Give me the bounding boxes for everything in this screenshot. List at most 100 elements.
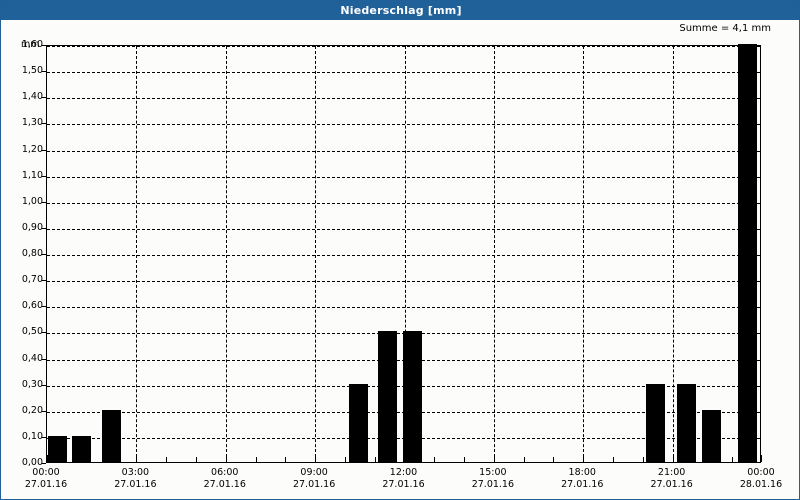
horizontal-gridline [47, 98, 760, 100]
y-axis-tick-label: 0,20 [21, 404, 43, 416]
x-axis-tick [374, 457, 376, 462]
y-axis-tick-label: 0,70 [21, 274, 43, 286]
x-axis-tick-time: 06:00 [211, 467, 239, 478]
x-axis-tick [47, 455, 48, 462]
x-axis-tick-date: 27.01.16 [24, 479, 68, 490]
y-axis-tick [42, 254, 46, 255]
y-axis-tick [42, 175, 46, 177]
y-axis-tick [42, 227, 46, 229]
x-axis-tick [464, 457, 466, 462]
x-axis-tick [285, 457, 287, 462]
y-axis-tick [42, 97, 46, 99]
vertical-gridline [672, 46, 674, 462]
vertical-gridline [583, 46, 585, 462]
y-axis-tick-label: 1,00 [21, 195, 43, 207]
y-axis-tick-label: 1,10 [21, 169, 43, 181]
y-axis-tick-label: 0,10 [21, 430, 43, 442]
y-axis-tick-label: 0,80 [21, 248, 43, 259]
plot-area [46, 44, 762, 463]
x-axis-tick-label: 00:00 28.01.16 [740, 467, 782, 491]
horizontal-gridline [47, 176, 760, 178]
x-axis-tick [553, 457, 555, 462]
x-axis-tick-time: 21:00 [657, 467, 686, 478]
y-axis-tick-label: 1,60 [21, 39, 43, 50]
x-axis-tick-time: 00:00 [747, 467, 775, 478]
horizontal-gridline [47, 255, 760, 256]
x-axis-tick-time: 09:00 [300, 467, 328, 478]
x-axis-tick [255, 457, 257, 462]
y-axis-tick [42, 71, 46, 73]
horizontal-gridline [47, 150, 760, 152]
horizontal-gridline [47, 228, 760, 230]
y-axis-tick [42, 358, 46, 360]
horizontal-gridline [47, 46, 760, 47]
x-axis-tick-label: 15:00 27.01.16 [472, 467, 514, 491]
bar [377, 331, 397, 462]
x-axis-tick [166, 457, 168, 462]
x-axis-tick [583, 455, 585, 462]
vertical-gridline [315, 46, 317, 462]
y-axis-tick-label: 0,30 [21, 378, 43, 390]
x-axis-tick-date: 27.01.16 [382, 479, 425, 490]
x-axis-tick-date: 27.01.16 [471, 479, 515, 490]
x-axis-tick [344, 457, 346, 462]
bar [738, 44, 758, 462]
horizontal-gridline [47, 202, 760, 204]
bar [403, 331, 422, 462]
y-axis-tick [42, 384, 46, 386]
y-axis-tick-label: 1,40 [21, 91, 43, 103]
x-axis-tick-label: 09:00 27.01.16 [293, 467, 335, 491]
x-axis-tick [315, 455, 317, 462]
x-axis-tick-time: 03:00 [121, 467, 150, 478]
x-axis-tick [613, 457, 615, 462]
x-axis-tick [523, 457, 525, 462]
y-axis-tick [42, 149, 46, 151]
x-axis-tick-time: 15:00 [479, 467, 507, 478]
y-axis-tick [42, 123, 46, 125]
vertical-gridline [404, 46, 406, 462]
x-axis-tick-time: 18:00 [568, 467, 596, 478]
y-axis-tick [42, 306, 46, 308]
x-axis-tick-date: 28.01.16 [739, 479, 783, 490]
y-axis-tick [42, 45, 46, 46]
x-axis-tick [493, 455, 495, 462]
y-axis-tick-label: 0,40 [21, 352, 43, 364]
y-axis-tick [42, 436, 46, 438]
horizontal-gridline [47, 307, 760, 309]
bar [48, 435, 68, 462]
bar [102, 409, 122, 462]
page-title: Niederschlag [mm] [340, 4, 462, 17]
x-axis-tick-label: 03:00 27.01.16 [114, 467, 156, 491]
bar [645, 383, 665, 462]
bar [702, 409, 722, 462]
x-axis-tick-date: 27.01.16 [292, 479, 336, 490]
x-axis-tick-label: 06:00 27.01.16 [204, 467, 246, 491]
x-axis-tick-label: 21:00 27.01.16 [650, 467, 692, 491]
x-axis-tick-date: 27.01.16 [114, 479, 157, 490]
horizontal-gridline [47, 281, 760, 283]
y-axis-tick [42, 463, 46, 464]
y-axis-tick-label: 1,50 [21, 65, 43, 77]
y-axis-unit-label: mm [21, 39, 40, 50]
x-axis-tick [761, 455, 762, 462]
y-axis-tick [42, 280, 46, 282]
x-axis-tick-time: 12:00 [389, 467, 418, 478]
y-axis-tick-label: 0,50 [21, 326, 43, 338]
x-axis-tick [195, 457, 197, 462]
y-axis-tick-label: 1,20 [21, 143, 43, 155]
x-axis-tick-label: 00:00 27.01.16 [25, 467, 67, 491]
horizontal-gridline [47, 72, 760, 74]
vertical-gridline [136, 46, 138, 462]
x-axis-tick-label: 18:00 27.01.16 [561, 467, 603, 491]
x-axis-tick-label: 12:00 27.01.16 [382, 467, 424, 491]
y-axis-tick-labels: 0,00 0,10 0,20 0,30 0,40 0,50 0,60 0,70 0,80 0,90… [1, 40, 46, 467]
vertical-gridline [225, 46, 227, 462]
sum-annotation: Summe = 4,1 mm [679, 23, 771, 34]
x-axis-tick-date: 27.01.16 [650, 479, 693, 490]
y-axis-tick-label: 0,00 [21, 457, 43, 468]
x-axis-tick [136, 455, 138, 462]
x-axis-tick-time: 00:00 [32, 467, 60, 478]
y-axis-tick-label: 0,60 [21, 300, 43, 312]
vertical-gridline [493, 46, 495, 462]
